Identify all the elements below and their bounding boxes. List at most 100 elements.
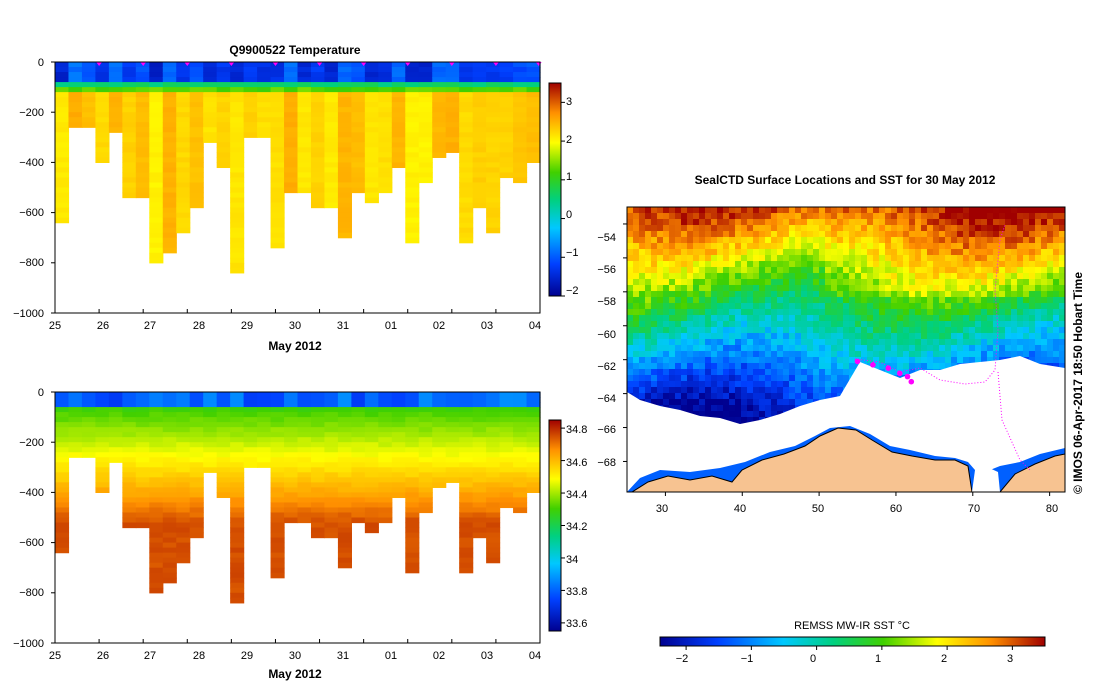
sst-cell [933, 279, 940, 286]
data-cell [230, 117, 245, 123]
data-cell [95, 427, 110, 433]
sst-cell [741, 333, 748, 340]
data-cell [337, 472, 352, 478]
sst-cell [669, 387, 676, 394]
sst-cell [717, 351, 724, 358]
sst-cell [717, 243, 724, 250]
data-cell [149, 117, 164, 123]
sst-cell [669, 381, 676, 388]
data-cell [230, 497, 245, 504]
data-cell [297, 117, 312, 123]
sst-cell [819, 297, 826, 304]
data-cell [162, 467, 177, 473]
data-cell [472, 67, 487, 73]
sst-cell [951, 267, 958, 274]
data-cell [122, 172, 137, 179]
sst-cell [1029, 285, 1036, 292]
sst-cell [801, 381, 808, 388]
data-cell [55, 402, 70, 408]
data-cell [270, 542, 285, 549]
data-cell [149, 427, 164, 433]
data-cell [513, 142, 528, 148]
sst-cell [1059, 267, 1065, 274]
data-cell [189, 457, 204, 463]
sst-cell [933, 249, 940, 256]
data-cell [378, 117, 393, 123]
data-cell [418, 62, 433, 68]
sst-cell [801, 309, 808, 316]
data-cell [337, 97, 352, 103]
data-cell [486, 72, 501, 78]
data-cell [364, 172, 379, 179]
sst-cell [669, 249, 676, 256]
data-cell [459, 157, 474, 163]
sst-cell [963, 309, 970, 316]
sst-cell [699, 297, 706, 304]
data-cell [68, 432, 83, 438]
data-cell [472, 157, 487, 163]
sst-cell [651, 273, 658, 280]
data-cell [337, 72, 352, 78]
sst-cell [717, 399, 724, 406]
sst-cell [771, 291, 778, 298]
sst-cell [855, 237, 862, 244]
data-cell [310, 112, 326, 118]
sst-cell [903, 315, 910, 322]
data-cell [81, 397, 97, 403]
sst-cell [831, 267, 838, 274]
sst-cell [933, 327, 940, 334]
data-cell [418, 462, 433, 468]
data-cell [284, 77, 299, 83]
data-cell [486, 517, 501, 524]
sst-cell [975, 345, 982, 352]
data-cell [364, 122, 379, 128]
data-cell [391, 442, 406, 448]
sst-cell [675, 315, 682, 322]
sst-cell [849, 255, 856, 262]
data-cell [391, 417, 406, 423]
data-cell [68, 72, 83, 78]
data-cell [526, 392, 541, 398]
data-cell [378, 407, 393, 413]
sst-cell [1053, 231, 1060, 238]
sst-cell [927, 237, 934, 244]
sst-cell [975, 255, 982, 262]
data-cell [122, 502, 137, 509]
data-cell [499, 157, 514, 163]
sst-cell [753, 417, 760, 424]
data-cell [297, 397, 312, 403]
sst-cell [771, 369, 778, 376]
data-cell [337, 222, 352, 229]
data-cell [162, 557, 177, 564]
data-cell [405, 507, 420, 514]
sst-cell [663, 219, 670, 226]
data-cell [162, 427, 177, 433]
sst-cell [747, 207, 754, 214]
data-cell [418, 82, 433, 88]
data-cell [257, 412, 272, 418]
sst-cell [915, 291, 922, 298]
sst-cell [741, 261, 748, 268]
sst-cell [771, 315, 778, 322]
sst-cell [987, 225, 994, 232]
sst-cell [975, 237, 982, 244]
sst-cell [825, 393, 832, 400]
data-cell [135, 67, 150, 73]
data-cell [162, 397, 177, 403]
sst-cell [933, 333, 940, 340]
data-cell [472, 477, 487, 483]
sst-cell [813, 381, 820, 388]
data-cell [499, 127, 514, 133]
data-cell [55, 497, 70, 504]
data-cell [270, 232, 285, 239]
data-cell [486, 402, 501, 408]
sst-cell [627, 387, 634, 394]
sst-cell [957, 333, 964, 340]
data-cell [432, 127, 447, 133]
data-cell [459, 557, 474, 564]
data-cell [203, 437, 218, 443]
data-cell [513, 122, 528, 128]
data-cell [499, 442, 514, 448]
data-cell [149, 72, 164, 78]
sst-cell [831, 309, 838, 316]
